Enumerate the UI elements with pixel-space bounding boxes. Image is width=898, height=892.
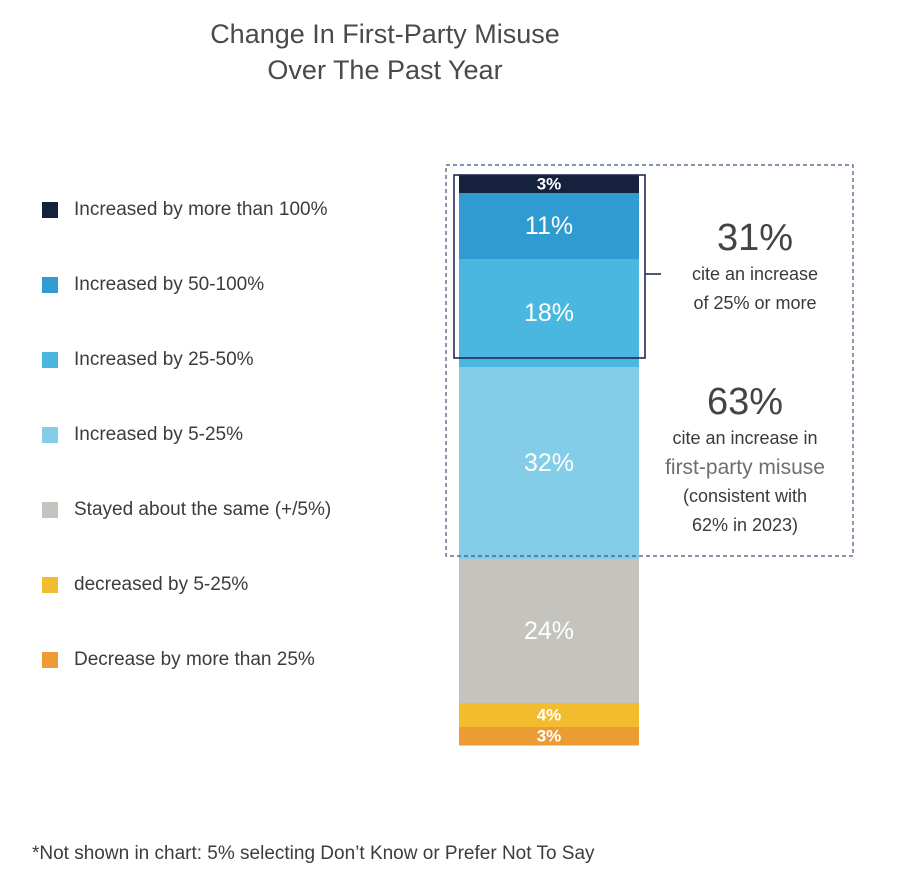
callout-63-line-1: cite an increase in <box>672 428 818 448</box>
bar-value-label-decreased-by-5-25: 4% <box>537 706 562 725</box>
callout-31-value: 31% <box>716 217 794 259</box>
legend-swatch <box>42 352 58 368</box>
legend-label: Increased by 5-25% <box>74 424 243 445</box>
highlight-box-63 <box>445 164 854 557</box>
bar-value-labels: 3% 11% 18% 32% 24% 4% 3% <box>524 175 574 746</box>
legend-swatch <box>42 502 58 518</box>
bar-value-label-increased-by-25-50: 18% <box>524 299 574 327</box>
callout-31-line-1: cite an increase <box>691 264 819 284</box>
bar-segment-increased-by-5-25 <box>459 367 639 560</box>
callout-31-line-2: of 25% or more <box>693 293 817 313</box>
bar-segment-stayed-about-the-same-5 <box>459 559 639 704</box>
legend-swatch <box>42 277 58 293</box>
callout-63-line-2: first-party misuse <box>665 456 825 479</box>
legend-swatch <box>42 652 58 668</box>
legend-swatch <box>42 202 58 218</box>
bar-segment-decrease-by-more-than-25 <box>459 727 639 746</box>
callout-31: 31% cite an increase of 25% or more <box>655 216 855 318</box>
bar-value-label-stayed-about-the-same-5: 24% <box>524 617 574 645</box>
bar-segment-increased-by-50-100 <box>459 193 639 260</box>
legend-label: Increased by 50-100% <box>74 274 265 295</box>
legend-label: Decrease by more than 25% <box>74 649 315 670</box>
bar-segment-increased-by-more-than-100 <box>459 175 639 194</box>
legend-label: Stayed about the same (+/5%) <box>74 499 332 520</box>
bar-value-label-increased-by-50-100: 11% <box>525 212 573 240</box>
bar-segment-increased-by-25-50 <box>459 259 639 368</box>
chart-footnote: *Not shown in chart: 5% selecting Don’t … <box>32 843 595 864</box>
callout-63-line-3: (consistent with <box>682 486 808 506</box>
legend-label: Increased by more than 100% <box>74 199 328 220</box>
bar-value-label-increased-by-5-25: 32% <box>524 449 574 477</box>
bar-value-label-decrease-by-more-than-25: 3% <box>537 727 562 746</box>
bar-segments <box>459 175 639 746</box>
chart-title-line-1: Change In First-Party Misuse <box>210 19 560 49</box>
legend-label: decreased by 5-25% <box>74 574 249 595</box>
chart-title-line-2: Over The Past Year <box>267 55 503 85</box>
legend-swatch <box>42 577 58 593</box>
bar-segment-decreased-by-5-25 <box>459 703 639 728</box>
legend-swatch <box>42 427 58 443</box>
highlight-box-31 <box>453 174 646 359</box>
callout-63-line-4: 62% in 2023) <box>691 515 799 535</box>
legend-label: Increased by 25-50% <box>74 349 254 370</box>
callout-63: 63% cite an increase in first-party misu… <box>645 380 845 540</box>
bar-value-label-increased-by-more-than-100: 3% <box>537 175 562 194</box>
callout-63-value: 63% <box>706 381 784 423</box>
